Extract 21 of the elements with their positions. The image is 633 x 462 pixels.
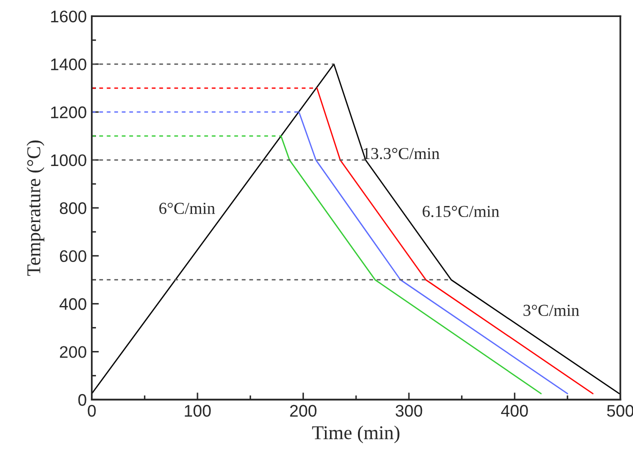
y-tick-label: 800 bbox=[60, 202, 86, 214]
y-tick-label: 0 bbox=[78, 394, 86, 406]
y-tick-label: 600 bbox=[60, 250, 86, 262]
annotation: 3°C/min bbox=[524, 304, 580, 316]
x-tick-label: 100 bbox=[184, 404, 211, 417]
x-tick-label: 400 bbox=[501, 404, 528, 417]
x-tick-label: 200 bbox=[290, 404, 316, 417]
y-tick-label: 1000 bbox=[51, 154, 86, 166]
y-axis-title: Temperature (°C) bbox=[26, 140, 44, 276]
annotation: 13.3°C/min bbox=[364, 148, 440, 160]
y-tick-label: 1200 bbox=[51, 106, 86, 118]
x-tick-label: 300 bbox=[396, 404, 422, 417]
annotation: 6.15°C/min bbox=[422, 206, 500, 218]
x-axis-title: Time (min) bbox=[312, 426, 400, 444]
x-tick-label: 0 bbox=[88, 404, 96, 417]
line-series bbox=[92, 63, 620, 394]
y-tick-label: 1600 bbox=[51, 10, 86, 22]
y-tick-label: 200 bbox=[60, 346, 86, 358]
y-tick-label: 1400 bbox=[51, 58, 86, 70]
annotation: 6°C/min bbox=[159, 202, 216, 214]
y-tick-label: 400 bbox=[60, 298, 86, 310]
